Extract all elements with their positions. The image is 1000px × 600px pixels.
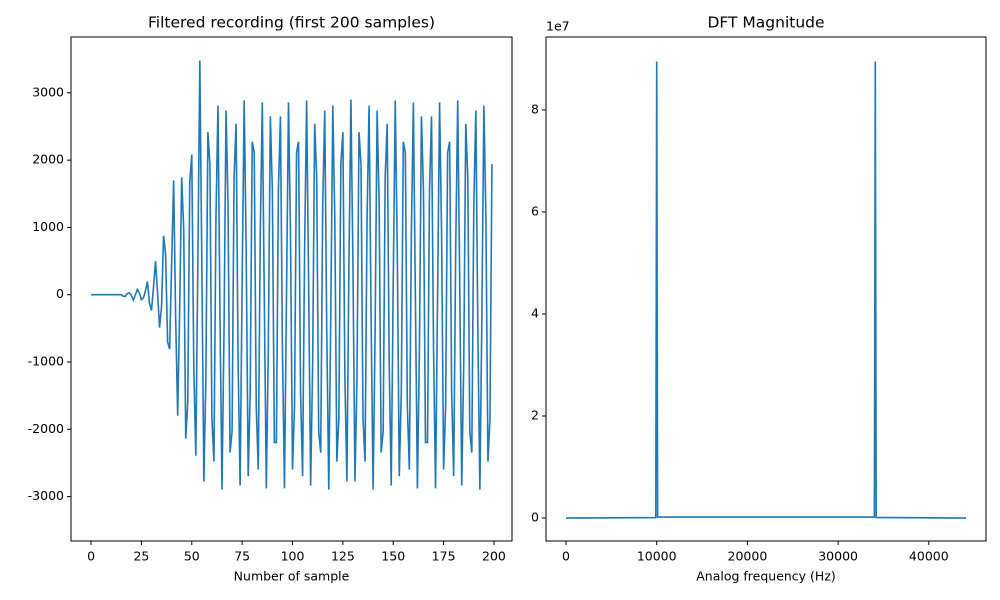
y-tick-label: -3000 (28, 488, 64, 503)
y-tick-label: 1000 (32, 219, 64, 234)
x-tick-label: 20000 (728, 549, 768, 564)
x-axis-label: Analog frequency (Hz) (696, 569, 836, 584)
y-tick-label: -2000 (28, 421, 64, 436)
x-tick-label: 0 (87, 549, 95, 564)
y-tick-label: 3000 (32, 84, 64, 99)
x-tick-label: 150 (381, 549, 405, 564)
chart-title: Filtered recording (first 200 samples) (148, 14, 435, 32)
x-tick-label: 25 (133, 549, 149, 564)
y-tick-label: 0 (56, 286, 64, 301)
x-tick-label: 10000 (637, 549, 677, 564)
chart-title: DFT Magnitude (707, 14, 824, 32)
y-tick-label: 6 (531, 203, 539, 218)
x-tick-label: 175 (432, 549, 456, 564)
y-offset-label: 1e7 (546, 19, 570, 34)
x-tick-label: 40000 (909, 549, 949, 564)
plot-frame (70, 36, 513, 542)
y-tick-label: 0 (531, 510, 539, 525)
x-tick-label: 125 (331, 549, 355, 564)
y-tick-label: 4 (531, 305, 539, 320)
y-tick-label: 2 (531, 408, 539, 423)
x-axis-label: Number of sample (234, 569, 350, 584)
y-tick-label: 8 (531, 101, 539, 116)
plot-frame (545, 36, 987, 542)
x-tick-label: 30000 (818, 549, 858, 564)
data-line (565, 61, 967, 519)
x-tick-label: 200 (482, 549, 506, 564)
x-tick-label: 50 (184, 549, 200, 564)
x-tick-label: 0 (562, 549, 570, 564)
data-line (91, 60, 493, 490)
x-tick-label: 75 (234, 549, 250, 564)
y-tick-label: -1000 (28, 354, 64, 369)
x-tick-label: 100 (281, 549, 305, 564)
y-tick-label: 2000 (32, 152, 64, 167)
